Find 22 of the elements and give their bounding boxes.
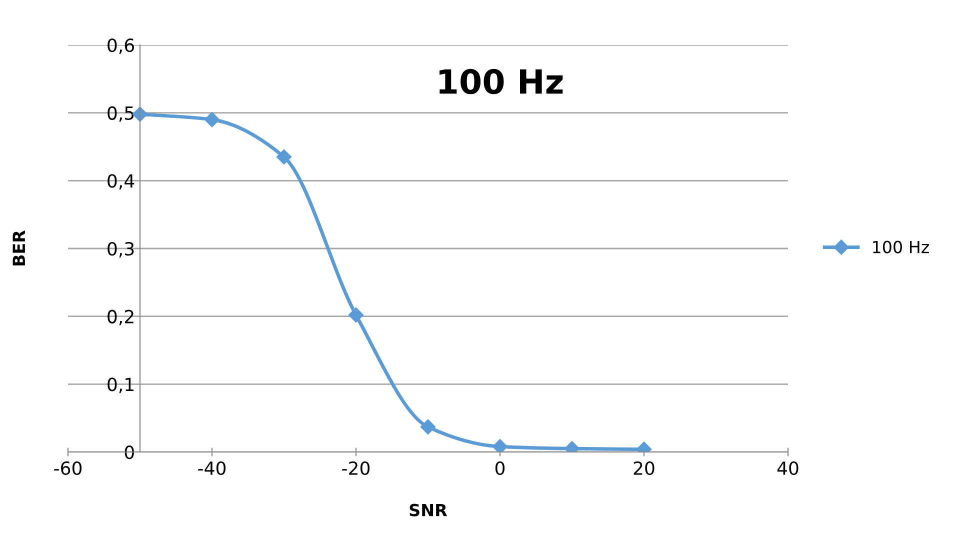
x-tick-label: 0 bbox=[495, 461, 505, 476]
point bbox=[132, 106, 148, 122]
x-tick-label: -40 bbox=[198, 461, 226, 476]
legend-label: 100 Hz bbox=[873, 240, 929, 254]
point bbox=[204, 112, 220, 128]
y-axis-title: BER bbox=[12, 230, 25, 266]
y-tick-label: 0,3 bbox=[108, 242, 134, 258]
x-tick-label: 20 bbox=[634, 461, 654, 476]
y-tick-label: 0,6 bbox=[108, 38, 134, 54]
y-tick-label: 0,2 bbox=[108, 310, 134, 326]
y-tick-label: 0,5 bbox=[108, 106, 134, 122]
x-tick-label: 40 bbox=[777, 461, 798, 476]
point bbox=[492, 439, 508, 452]
point bbox=[276, 149, 292, 164]
text: 100 Hz bbox=[440, 68, 563, 94]
y-tick-label: 0,1 bbox=[108, 378, 134, 394]
y-tick-label: 0,4 bbox=[108, 174, 134, 190]
x-tick-label: -60 bbox=[54, 461, 82, 476]
point bbox=[420, 419, 436, 434]
x-axis-title: SNR bbox=[410, 504, 448, 516]
point bbox=[348, 307, 364, 323]
x-tick-label: -20 bbox=[342, 461, 370, 476]
